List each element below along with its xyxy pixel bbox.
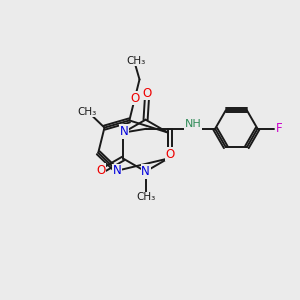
Text: N: N — [141, 165, 150, 178]
Text: O: O — [130, 92, 140, 105]
Text: F: F — [276, 122, 282, 135]
Text: CH₃: CH₃ — [126, 56, 145, 66]
Text: N: N — [120, 125, 129, 138]
Text: N: N — [112, 164, 121, 177]
Text: CH₃: CH₃ — [136, 192, 155, 202]
Text: O: O — [165, 148, 174, 161]
Text: CH₃: CH₃ — [77, 107, 96, 117]
Text: O: O — [143, 87, 152, 100]
Text: NH: NH — [185, 119, 202, 129]
Text: O: O — [97, 164, 106, 177]
